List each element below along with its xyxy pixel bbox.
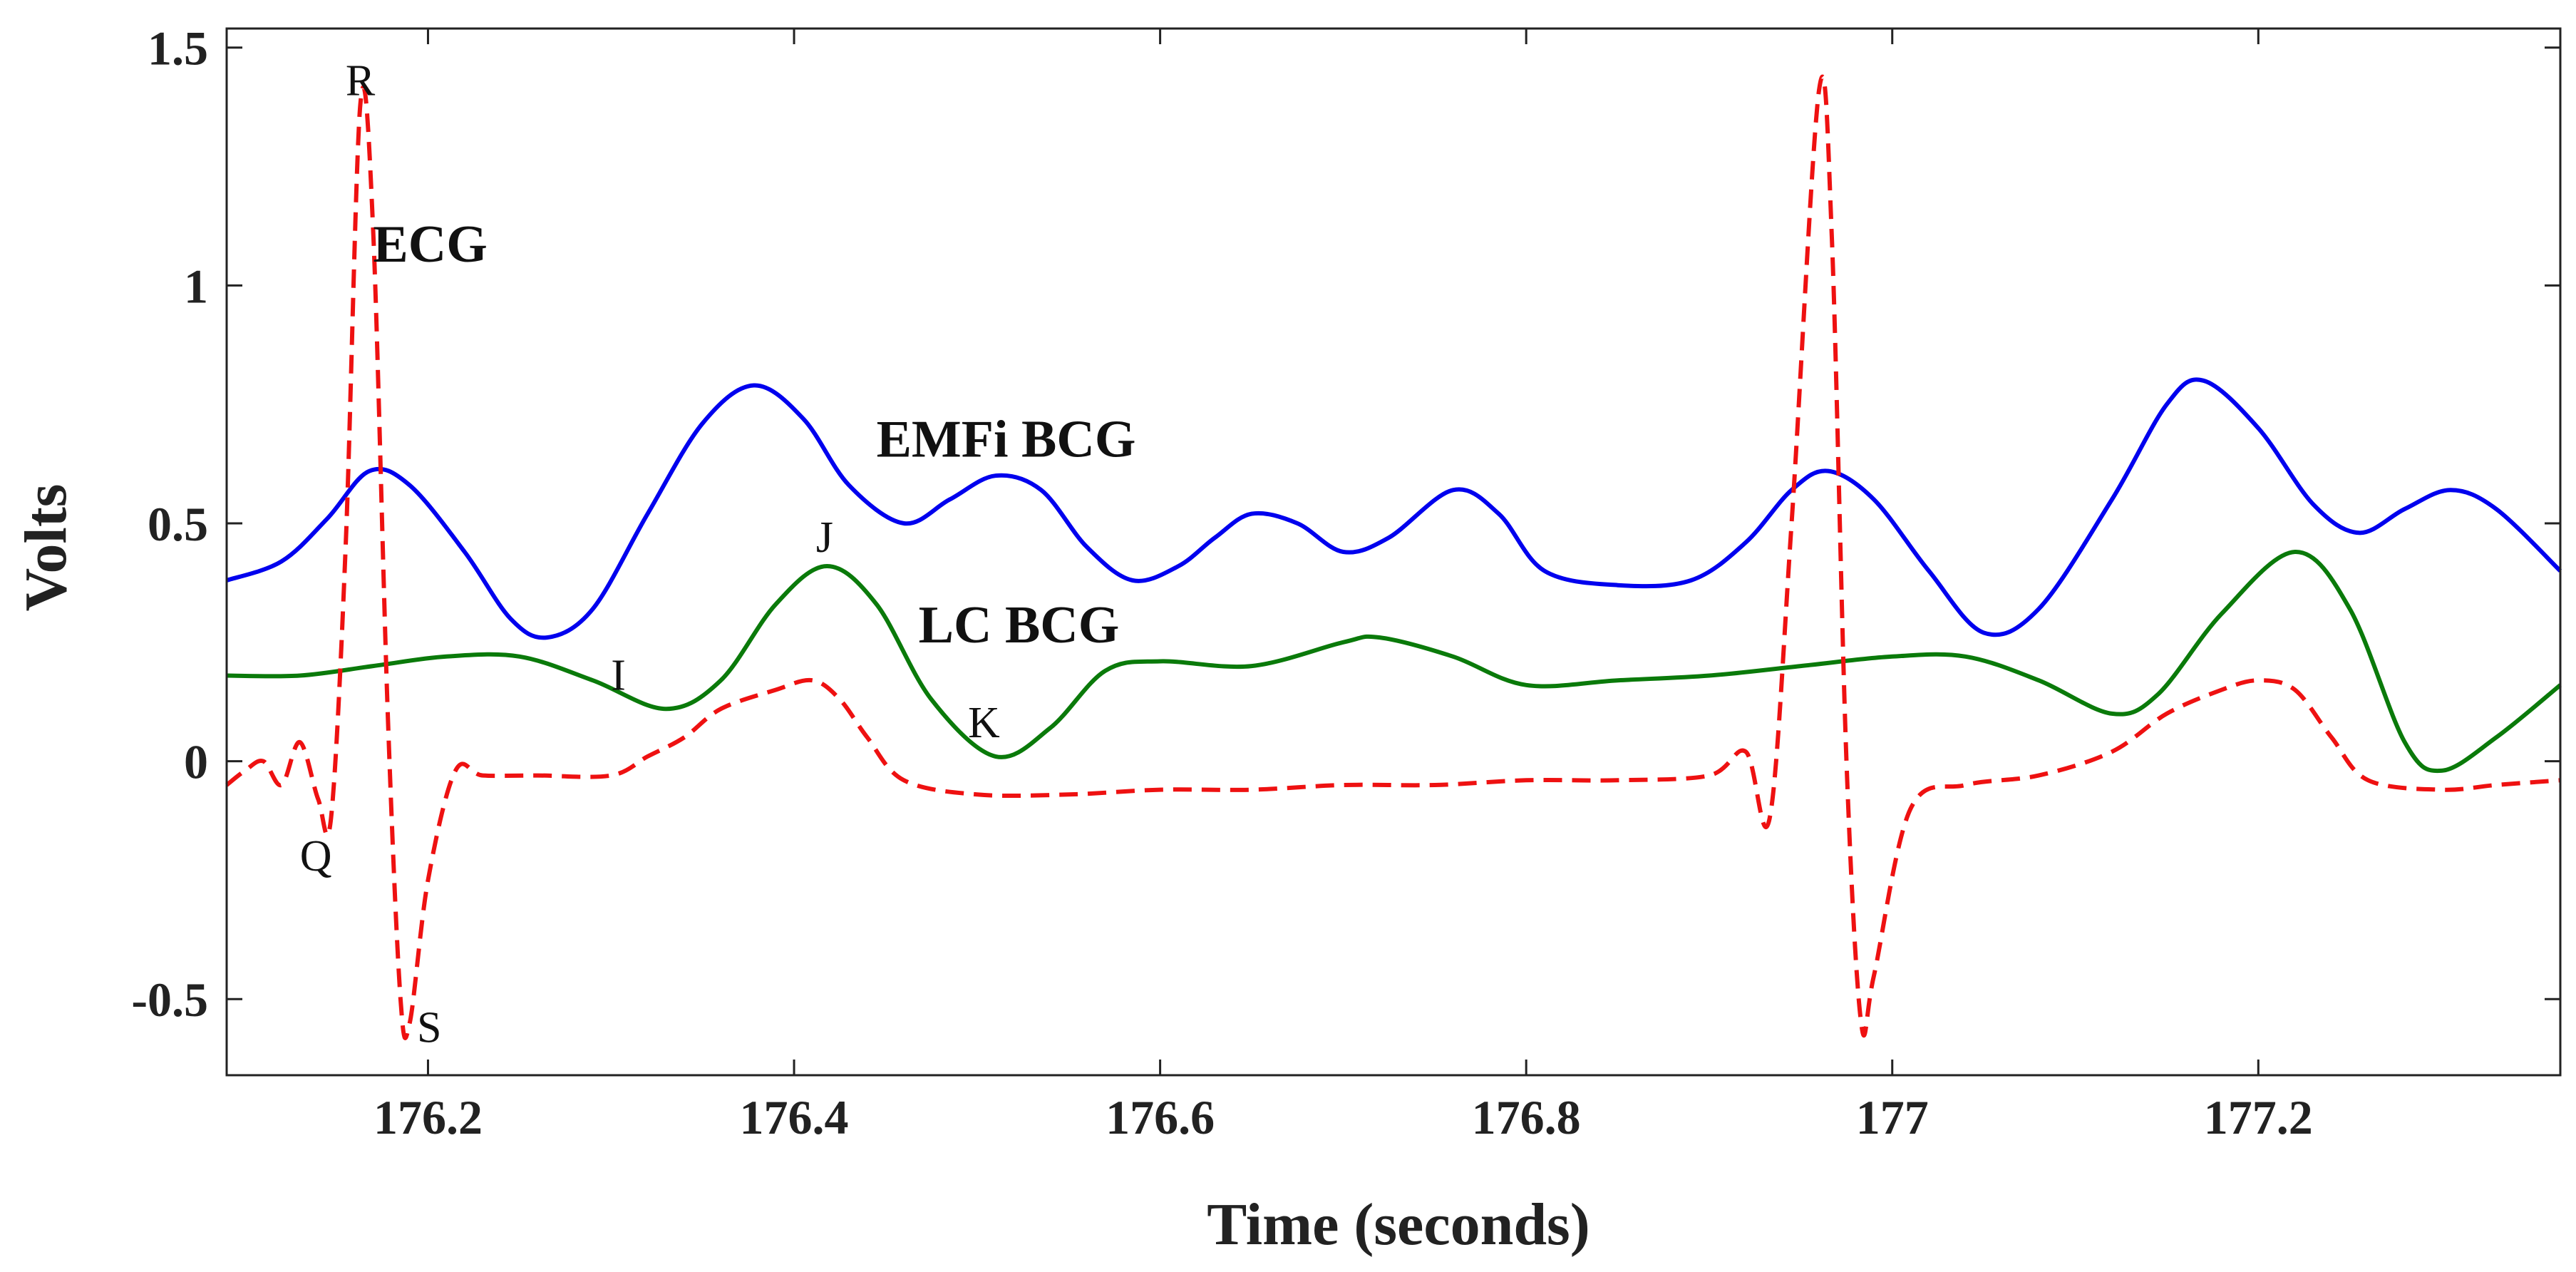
labels-layer: ECG EMFi BCG LC BCG R Q S I J K [300, 56, 1136, 1052]
x-axis-title: Time (seconds) [1207, 1191, 1590, 1258]
point-label-r: R [346, 56, 376, 105]
point-label-s: S [417, 1003, 441, 1052]
x-tick-label: 176.6 [1106, 1090, 1215, 1144]
point-label-q: Q [300, 832, 332, 881]
series-line-ecg [225, 74, 2561, 1040]
series-label-emfi-bcg: EMFi BCG [877, 411, 1136, 469]
y-tick-label: 1 [184, 259, 208, 313]
y-tick-label: 1.5 [148, 21, 208, 76]
series-line-emfi-bcg [226, 377, 2562, 640]
y-tick-label: -0.5 [131, 973, 208, 1027]
point-label-k: K [968, 699, 1000, 747]
y-axis-title: Volts [13, 484, 79, 612]
series-line-lc-bcg [226, 549, 2562, 774]
series-label-ecg: ECG [373, 215, 487, 274]
x-tick-label: 176.4 [740, 1090, 849, 1144]
point-label-i: I [611, 652, 626, 700]
series-label-lc-bcg: LC BCG [919, 596, 1120, 655]
y-tick-label: 0.5 [148, 497, 208, 551]
x-tick-label: 177 [1856, 1090, 1929, 1144]
y-tick-label: 0 [184, 735, 208, 789]
ticks-layer: 176.2 176.4 176.6 176.8 177 177.2 -0.5 0 0.5 1 1.5 [131, 21, 2560, 1144]
x-tick-label: 177.2 [2204, 1090, 2313, 1144]
point-label-j: J [816, 513, 833, 562]
x-tick-label: 176.8 [1472, 1090, 1581, 1144]
x-tick-label: 176.2 [373, 1090, 483, 1144]
plot-frame [225, 27, 2562, 1077]
series-layer [225, 74, 2562, 1040]
